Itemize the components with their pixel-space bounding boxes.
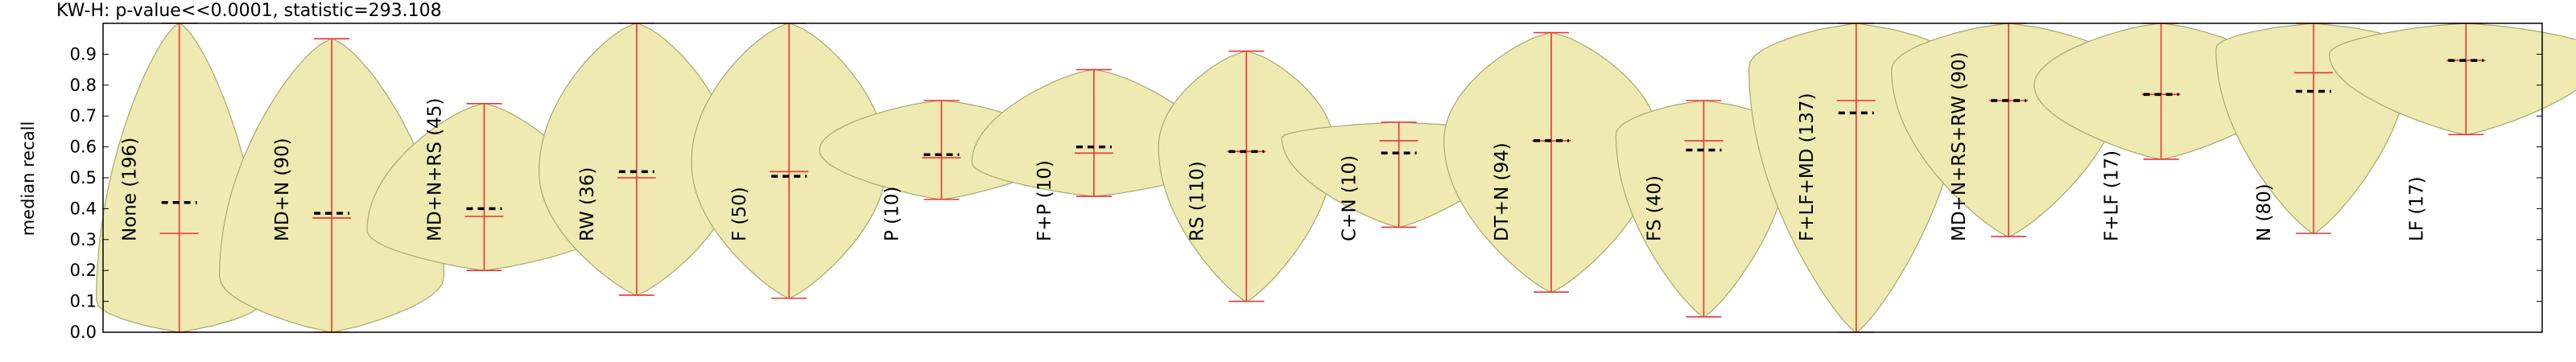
y-tick-label: 0.0 <box>70 323 97 342</box>
y-ticks-layer: 0.0 0.1 0.2 0.3 0.4 0.5 0.6 0.7 0.8 0.9 <box>70 44 2542 342</box>
y-tick-label: 0.1 <box>70 292 97 311</box>
y-tick-label: 0.6 <box>70 138 97 157</box>
category-label: LF (17) <box>2406 176 2427 241</box>
category-label: F+LF (17) <box>2102 150 2123 241</box>
category-label: F+P (10) <box>1034 160 1055 241</box>
category-label: None (196) <box>120 138 141 241</box>
y-tick-label: 0.3 <box>70 230 97 249</box>
category-label: RS (110) <box>1187 161 1208 241</box>
category-label: F+LF+MD (137) <box>1797 93 1818 241</box>
category-label: P (10) <box>882 187 903 241</box>
y-tick-label: 0.7 <box>70 106 97 125</box>
category-label: DT+N (94) <box>1492 142 1513 241</box>
category-label: MD+N+RS+RW (90) <box>1949 52 1970 241</box>
category-label: FS (40) <box>1644 175 1665 241</box>
y-tick-label: 0.9 <box>70 44 97 64</box>
y-tick-label: 0.5 <box>70 168 97 187</box>
category-labels-layer: None (196) MD+N (90) MD+N+RS (45) RW (36) F … <box>120 52 2428 241</box>
category-label: C+N (10) <box>1340 155 1360 241</box>
y-tick-label: 0.8 <box>70 76 97 95</box>
category-label: N (80) <box>2254 183 2275 241</box>
chart-title: KW-H: p-value<<0.0001, statistic=293.108 <box>56 1 442 21</box>
plot-area-frame <box>102 23 2543 333</box>
y-tick-label: 0.4 <box>70 199 97 218</box>
y-tick-label: 0.2 <box>70 261 97 280</box>
y-axis-label: median recall <box>19 121 38 237</box>
category-label: F (50) <box>729 187 750 241</box>
category-label: MD+N (90) <box>272 138 293 241</box>
category-label: MD+N+RS (45) <box>424 98 445 241</box>
category-label: RW (36) <box>577 167 598 241</box>
violins-layer <box>96 23 2576 333</box>
